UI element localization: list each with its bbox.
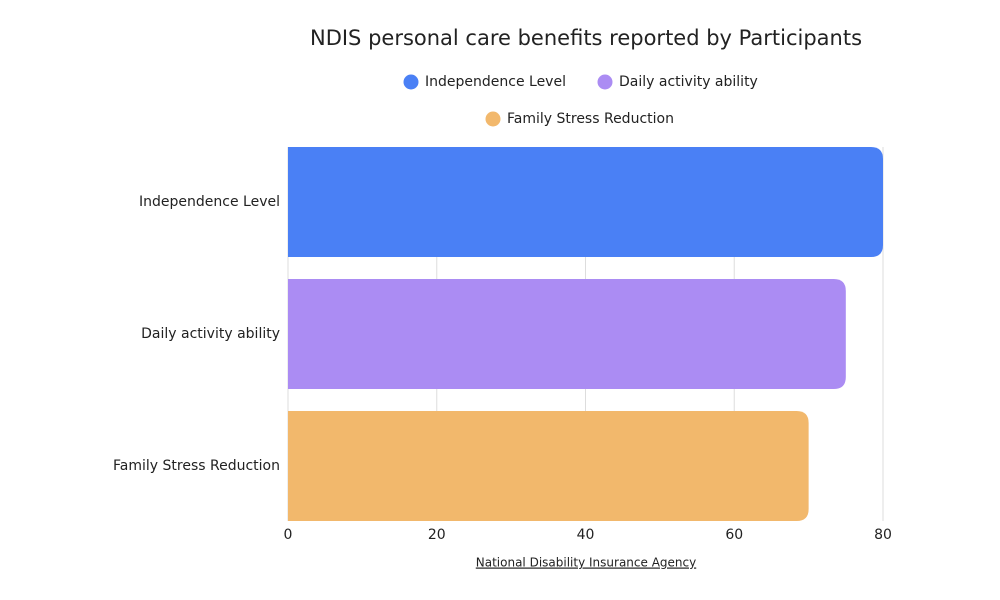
bar xyxy=(288,147,883,257)
legend-label: Independence Level xyxy=(425,74,566,90)
x-tick-label: 60 xyxy=(725,527,743,543)
y-tick-label: Independence Level xyxy=(139,194,280,210)
y-tick-label: Daily activity ability xyxy=(141,326,280,342)
legend-marker xyxy=(403,74,419,90)
y-tick-label: Family Stress Reduction xyxy=(113,458,280,474)
x-tick-label: 20 xyxy=(428,527,446,543)
source-link[interactable]: National Disability Insurance Agency xyxy=(476,556,696,570)
x-tick-label: 80 xyxy=(874,527,892,543)
bar xyxy=(288,411,809,521)
legend-label: Daily activity ability xyxy=(619,74,758,90)
legend-marker xyxy=(597,74,613,90)
x-tick-label: 40 xyxy=(577,527,595,543)
x-tick-label: 0 xyxy=(284,527,293,543)
bar xyxy=(288,279,846,389)
chart-title: NDIS personal care benefits reported by … xyxy=(310,26,862,50)
legend-marker xyxy=(485,111,501,127)
legend-label: Family Stress Reduction xyxy=(507,111,674,127)
